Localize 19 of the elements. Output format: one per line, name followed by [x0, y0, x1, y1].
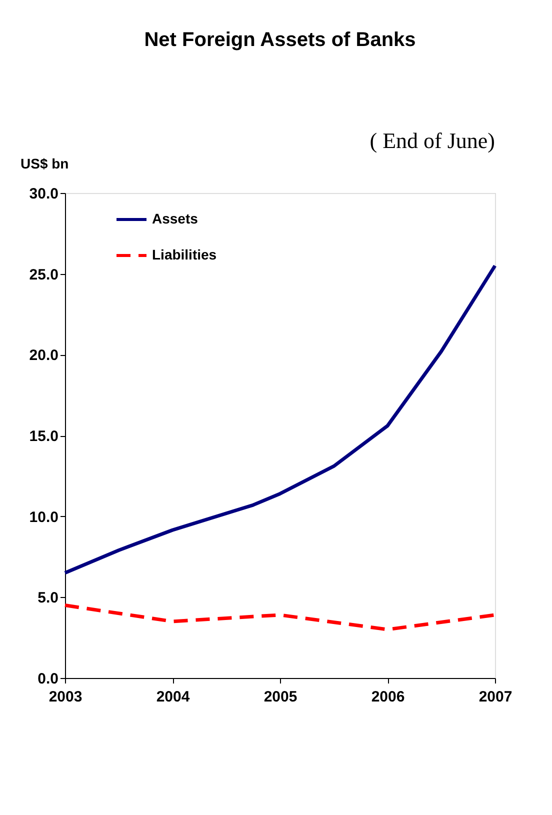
legend-label: Assets: [152, 210, 198, 226]
y-tick-label: 5.0: [38, 590, 58, 607]
line-series: [63, 604, 497, 632]
x-tick-label: 2007: [478, 688, 512, 706]
line-series: [63, 264, 497, 575]
y-tick-label: 10.0: [29, 508, 58, 526]
x-tick-label: 2005: [264, 688, 298, 706]
x-tick-label: 2006: [371, 688, 405, 706]
y-tick-label: 0.0: [38, 670, 58, 688]
text: ( End of June): [370, 128, 495, 153]
y-tick-label: 25.0: [29, 266, 58, 284]
legend-label: Liabilities: [152, 246, 217, 262]
x-tick-label: 2004: [156, 688, 190, 706]
chart-title: Net Foreign Assets of Banks: [144, 29, 416, 51]
y-tick-label: 30.0: [29, 186, 58, 202]
y-tick-label: 15.0: [29, 428, 58, 445]
x-tick-label: 2003: [48, 688, 82, 706]
y-tick-label: 20.0: [29, 347, 58, 364]
y-axis-title: US$ bn: [20, 156, 69, 172]
